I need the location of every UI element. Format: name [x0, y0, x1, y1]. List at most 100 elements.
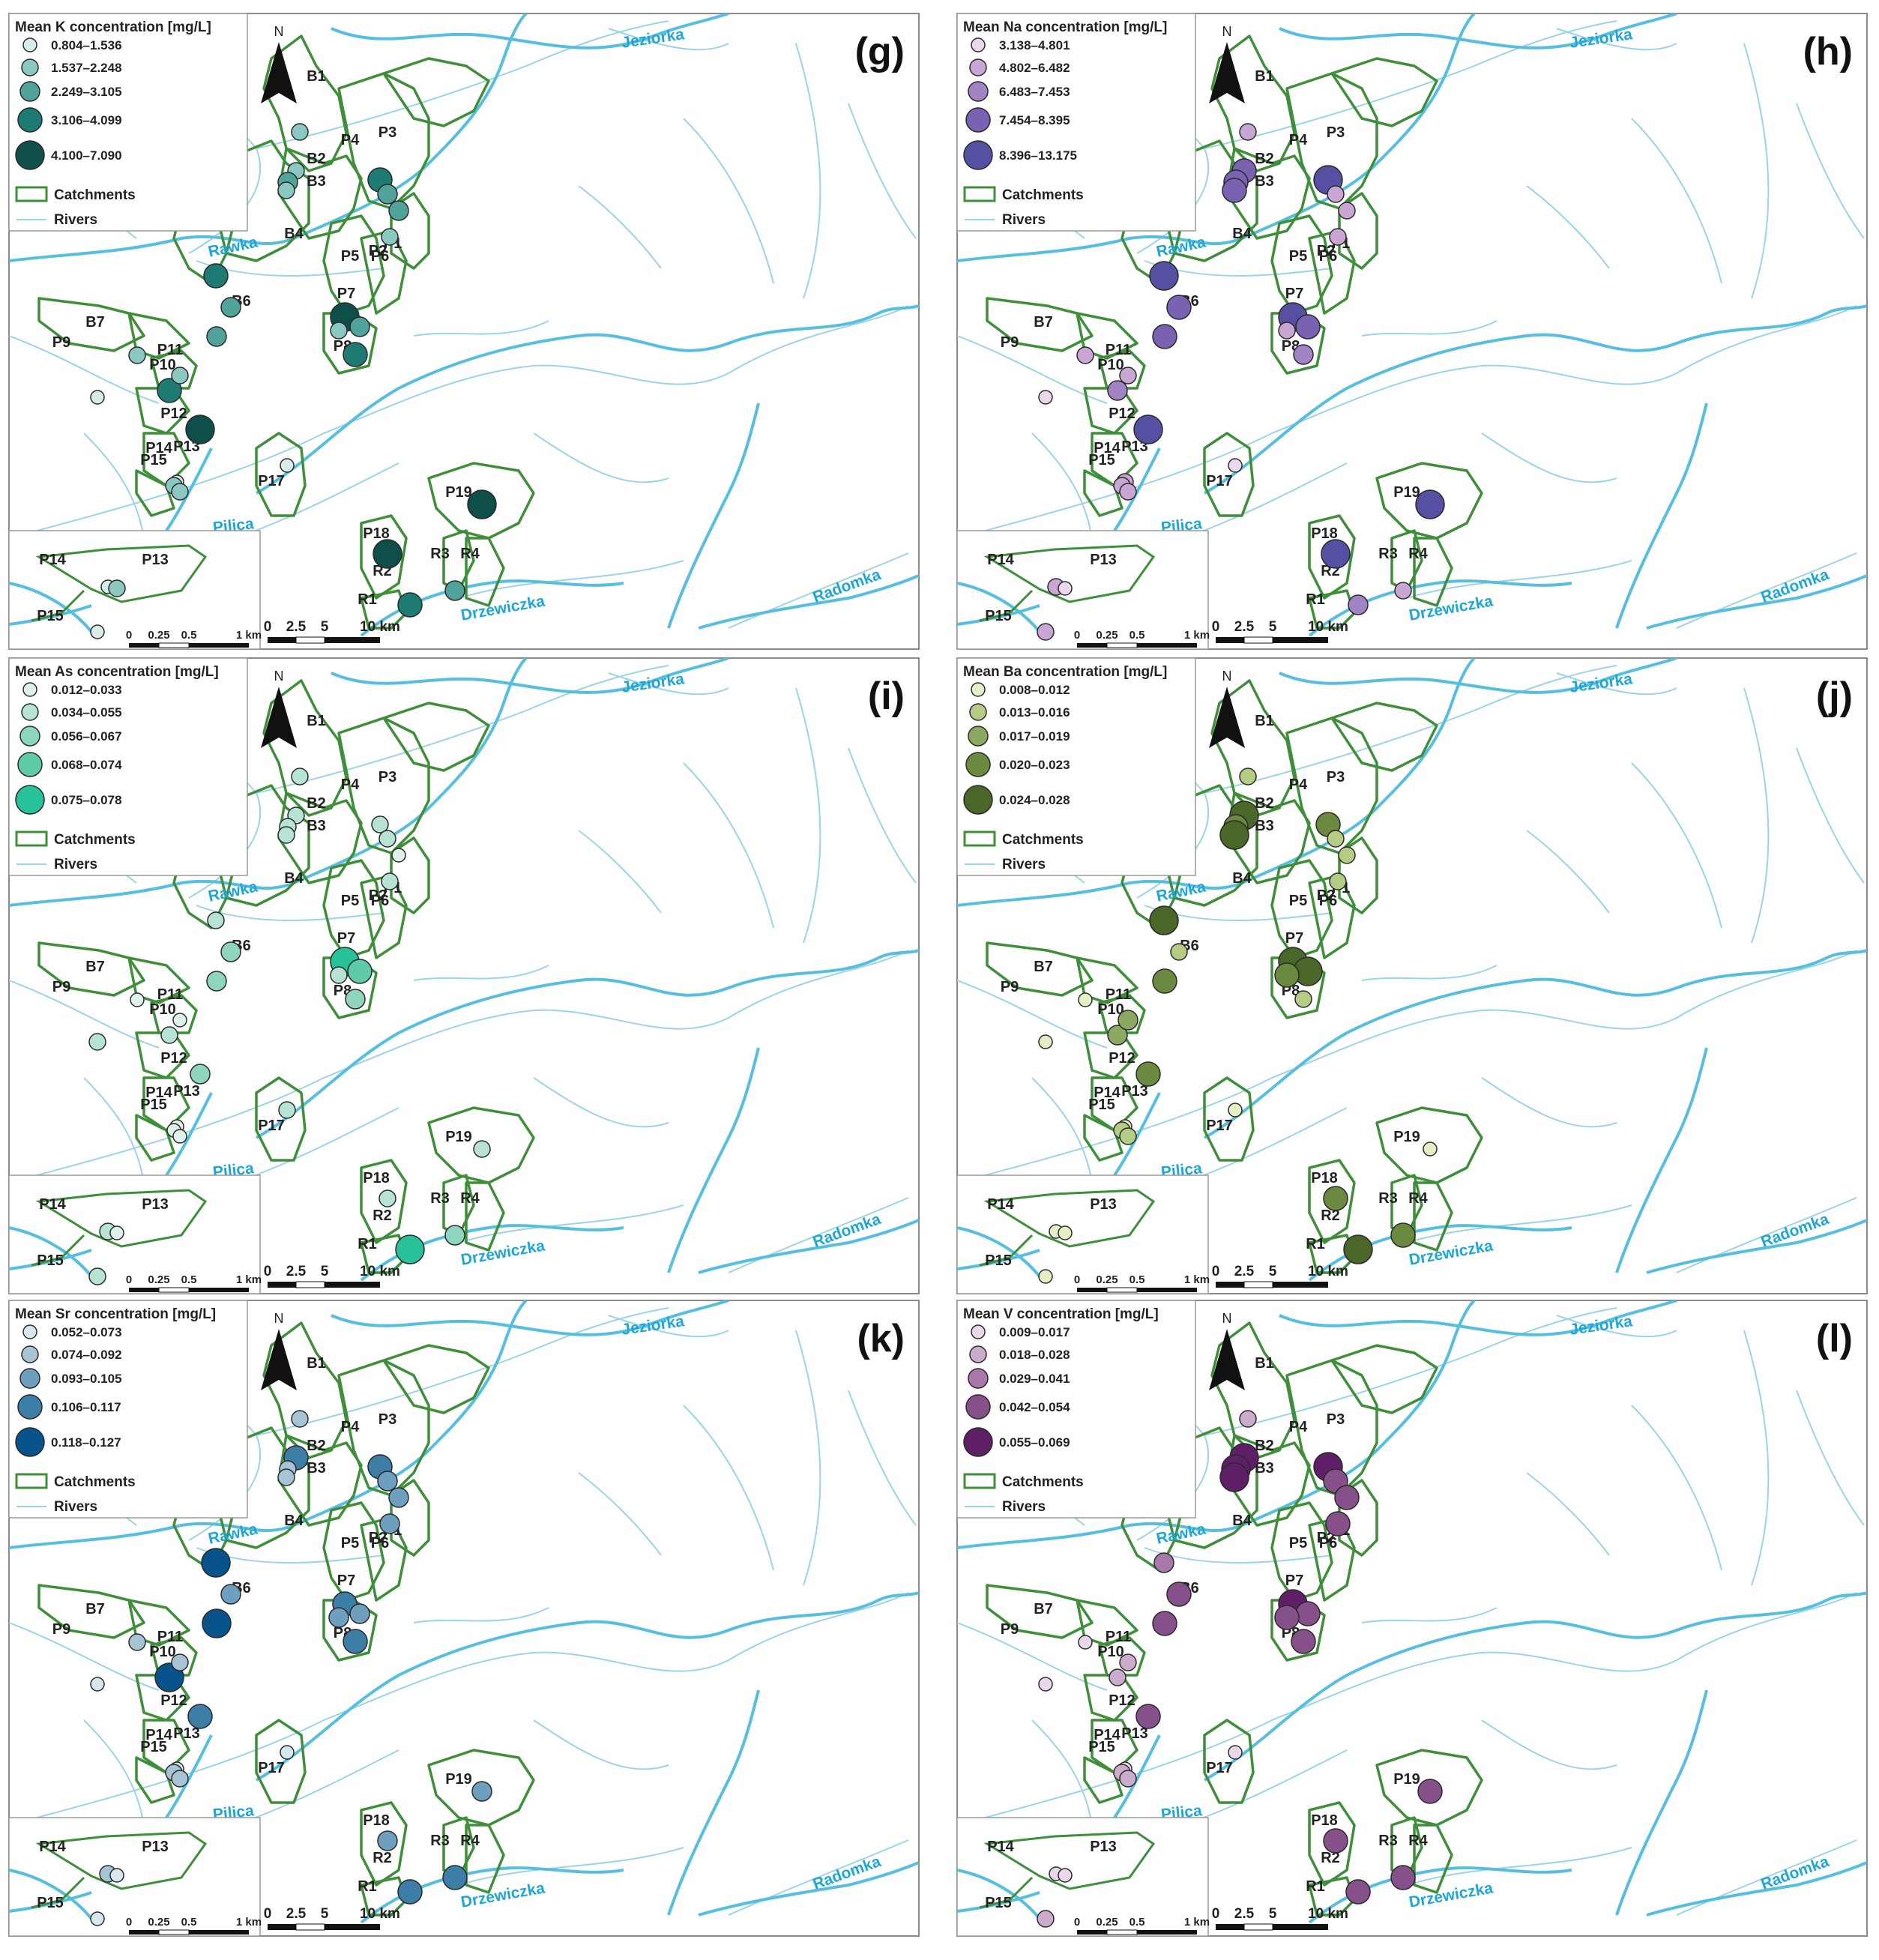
legend-symbol: [21, 1345, 39, 1363]
legend-symbol: [22, 37, 37, 52]
legend-symbol: [17, 107, 43, 133]
inset-scale-bar: 0 0.25 0.5 1 km: [126, 629, 262, 648]
scale-bar-segment: [1106, 1929, 1138, 1935]
sample-site-marker: [88, 1033, 106, 1051]
catchment-label: B4: [1232, 1513, 1252, 1529]
main-river-line: [1646, 574, 1867, 630]
sample-site-marker: [397, 592, 423, 618]
catchment-polygon: [1270, 1501, 1333, 1602]
catchment-label: P11: [157, 986, 183, 1003]
sample-site-marker: [1390, 1865, 1416, 1890]
scale-bar-label: 1 km: [236, 629, 262, 642]
scale-bar-label: 10 km: [1308, 619, 1348, 635]
inset-frame: [8, 1175, 261, 1294]
catchment-polygon: [322, 859, 385, 959]
catchment-polygon: [1308, 1234, 1356, 1274]
catchment-polygon: [337, 72, 430, 210]
river-line: [683, 1405, 774, 1571]
scale-bar-label: 1 km: [236, 1273, 262, 1286]
sample-site-marker: [1153, 1552, 1174, 1573]
river-line: [683, 762, 774, 929]
catchment-label: B7: [1034, 959, 1053, 975]
sample-site-marker: [1415, 489, 1445, 519]
scale-bar-segment: [1106, 1287, 1138, 1293]
catchment-label: R2: [373, 1207, 392, 1224]
legend-title: Mean V concentration [mg/L]: [963, 1306, 1159, 1322]
catchment-polygon: [382, 57, 490, 127]
inset-scale-bar: 0 0.25 0.5 1 km: [1074, 1273, 1210, 1293]
inset-sample-site-marker: [1038, 1269, 1053, 1284]
sample-site-marker: [328, 1607, 349, 1628]
legend-class-label: 0.013–0.016: [999, 705, 1070, 720]
legend-symbol: [19, 81, 40, 102]
sample-site-marker: [171, 367, 189, 385]
catchment-label: P14: [1094, 1085, 1121, 1101]
catchment-label: P11: [157, 1629, 183, 1645]
catchment-polygon: [1210, 34, 1296, 172]
catchment-label: R4: [460, 546, 480, 562]
main-river-line: [331, 13, 729, 49]
legend-class-label: 7.454–8.395: [999, 113, 1070, 127]
scale-bar-label: 0: [126, 629, 132, 642]
legend-symbol: [965, 107, 991, 133]
catchment-polygon: [127, 956, 190, 1004]
legend-class-label: 3.106–4.099: [51, 113, 122, 127]
river-line: [83, 432, 145, 539]
main-river-line: [1308, 1224, 1572, 1282]
sample-site-marker: [442, 1865, 468, 1890]
catchment-label: R3: [430, 1190, 450, 1207]
catchment-polygon: [337, 1359, 430, 1497]
catchment-label: P9: [1001, 979, 1019, 995]
catchment-label: B3: [1255, 173, 1274, 190]
river-line: [1481, 1719, 1617, 1770]
river-line: [9, 335, 160, 404]
river-line: [9, 950, 909, 1183]
scale-bar-label: 0.5: [1129, 1273, 1145, 1286]
catchment-label: R1: [358, 591, 377, 608]
sample-site-marker: [1107, 1025, 1128, 1046]
catchment-label: P2: [369, 243, 387, 259]
sample-site-marker: [220, 297, 241, 318]
river-line: [1031, 1719, 1093, 1826]
legend-symbol: [15, 140, 45, 170]
catchment-polygon: [1083, 469, 1124, 517]
catchment-label: P12: [160, 1050, 187, 1067]
north-label: N: [1222, 669, 1232, 684]
inset-map: P14 P13 P15 0 0.25 0.5 1 km: [8, 1817, 262, 1937]
catchment-label: P7: [1285, 1572, 1303, 1589]
river-line: [957, 950, 1857, 1183]
sample-site-marker: [1321, 539, 1351, 569]
sample-site-marker: [345, 989, 366, 1010]
sample-site-marker: [373, 539, 402, 569]
catchment-label: P10: [149, 357, 176, 373]
main-river-line: [1113, 447, 1161, 532]
north-label: N: [1222, 24, 1232, 39]
legend: Mean Na concentration [mg/L] 3.138–4.801 4…: [956, 13, 1196, 232]
inset-label: P13: [142, 552, 169, 568]
river-line: [578, 830, 662, 914]
legend: Mean As concentration [mg/L] 0.012–0.033 0…: [8, 657, 248, 876]
legend-class-label: 0.012–0.033: [51, 683, 122, 697]
scale-bar-label: 0: [1212, 619, 1220, 635]
sample-site-marker: [1239, 1410, 1257, 1428]
catchment-polygon: [390, 192, 430, 270]
legend-symbol: [22, 1324, 37, 1339]
inset-label: P14: [987, 1196, 1014, 1213]
catchment-label: P3: [1327, 124, 1345, 141]
catchment-polygon: [465, 537, 505, 607]
river-line: [1361, 1607, 1498, 1623]
sample-site-marker: [1327, 830, 1345, 848]
legend-symbol: [963, 785, 993, 815]
catchment-polygon: [322, 1501, 385, 1602]
sample-site-marker: [1274, 1605, 1300, 1630]
sample-site-marker: [130, 992, 145, 1007]
catchment-label: P18: [1311, 1170, 1338, 1186]
map-content: B1B2B3B4B5B6B7P1P2P3P4P5P6P7P8P9P10P11P1…: [957, 658, 1867, 1282]
sample-site-marker: [1394, 582, 1412, 600]
main-river-line: [1646, 1219, 1867, 1274]
sample-site-marker: [1109, 1668, 1127, 1686]
catchment-label: P5: [1289, 893, 1307, 909]
sample-site-marker: [1390, 1222, 1416, 1248]
sample-site-marker: [330, 322, 348, 340]
sample-site-marker: [280, 458, 295, 473]
